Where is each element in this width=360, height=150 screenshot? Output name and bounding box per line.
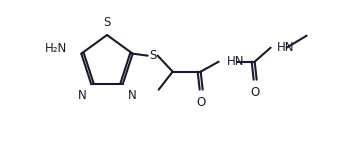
Text: N: N (77, 89, 86, 102)
Text: O: O (197, 96, 206, 109)
Text: HN: HN (227, 55, 244, 68)
Text: O: O (251, 86, 260, 99)
Text: S: S (149, 49, 156, 62)
Text: HN: HN (277, 41, 294, 54)
Text: N: N (128, 89, 137, 102)
Text: H₂N: H₂N (45, 42, 67, 55)
Text: S: S (103, 16, 111, 29)
